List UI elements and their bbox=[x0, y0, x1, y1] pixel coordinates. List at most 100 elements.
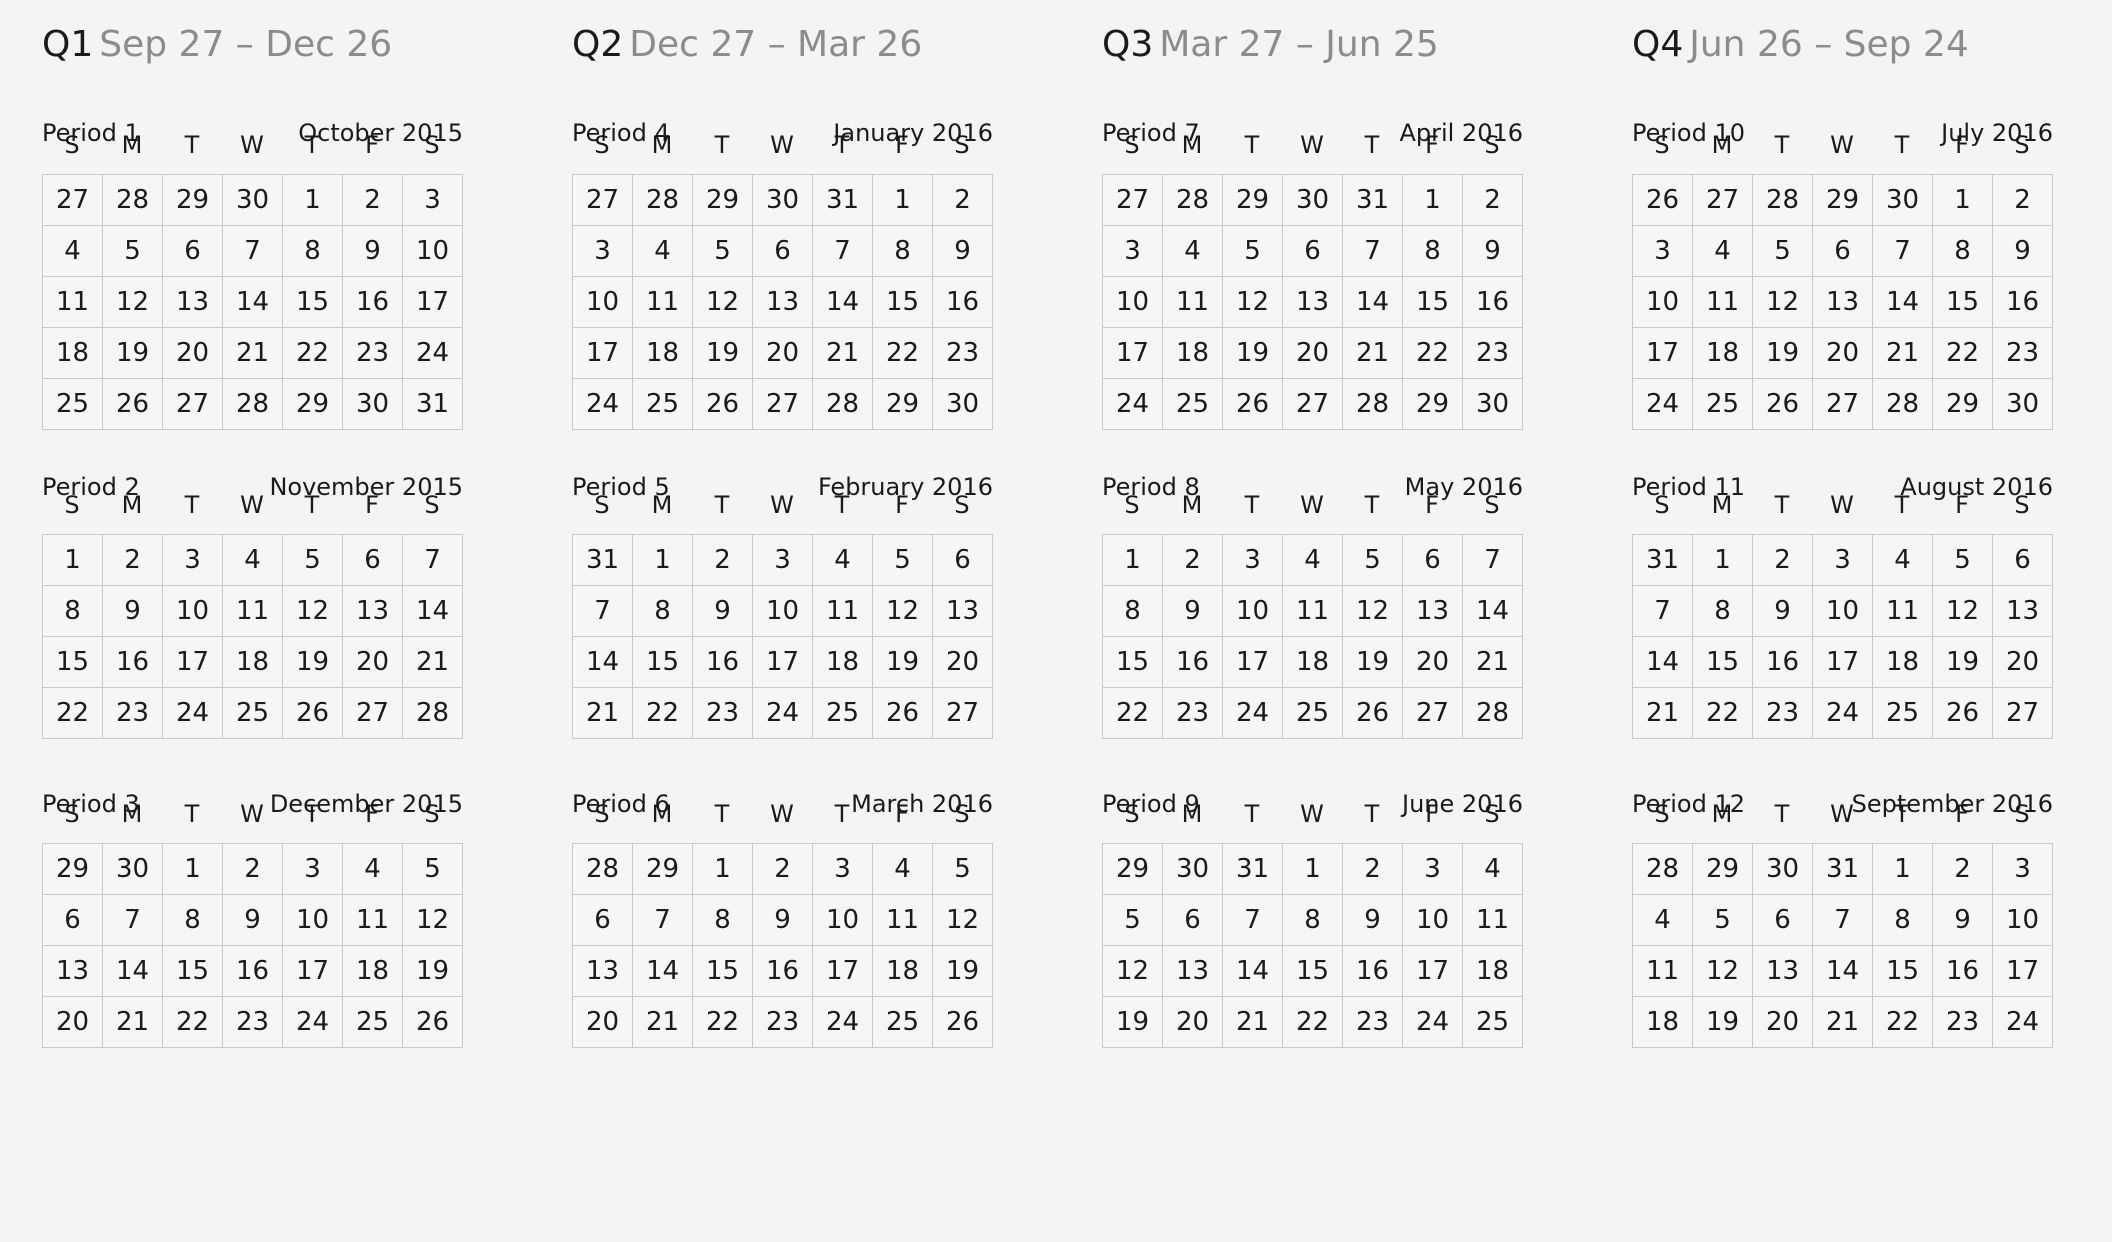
day-cell[interactable]: 1 bbox=[163, 844, 223, 895]
day-cell[interactable]: 4 bbox=[633, 226, 693, 277]
day-cell[interactable]: 15 bbox=[633, 637, 693, 688]
day-cell[interactable]: 18 bbox=[1463, 946, 1523, 997]
day-cell[interactable]: 19 bbox=[693, 328, 753, 379]
day-cell[interactable]: 3 bbox=[283, 844, 343, 895]
day-cell[interactable]: 17 bbox=[813, 946, 873, 997]
day-cell[interactable]: 5 bbox=[873, 535, 933, 586]
day-cell[interactable]: 23 bbox=[933, 328, 993, 379]
day-cell[interactable]: 10 bbox=[1223, 586, 1283, 637]
day-cell[interactable]: 13 bbox=[1283, 277, 1343, 328]
day-cell[interactable]: 20 bbox=[1993, 637, 2053, 688]
day-cell[interactable]: 11 bbox=[343, 895, 403, 946]
day-cell[interactable]: 26 bbox=[403, 997, 463, 1048]
day-cell[interactable]: 16 bbox=[1933, 946, 1993, 997]
day-cell[interactable]: 26 bbox=[1633, 175, 1693, 226]
day-cell[interactable]: 21 bbox=[103, 997, 163, 1048]
day-cell[interactable]: 16 bbox=[1993, 277, 2053, 328]
day-cell[interactable]: 8 bbox=[693, 895, 753, 946]
day-cell[interactable]: 14 bbox=[1633, 637, 1693, 688]
day-cell[interactable]: 28 bbox=[1873, 379, 1933, 430]
day-cell[interactable]: 28 bbox=[403, 688, 463, 739]
day-cell[interactable]: 4 bbox=[1163, 226, 1223, 277]
day-cell[interactable]: 3 bbox=[1223, 535, 1283, 586]
day-cell[interactable]: 31 bbox=[1633, 535, 1693, 586]
day-cell[interactable]: 26 bbox=[103, 379, 163, 430]
day-cell[interactable]: 5 bbox=[1753, 226, 1813, 277]
day-cell[interactable]: 30 bbox=[1163, 844, 1223, 895]
day-cell[interactable]: 8 bbox=[163, 895, 223, 946]
day-cell[interactable]: 1 bbox=[283, 175, 343, 226]
day-cell[interactable]: 10 bbox=[1993, 895, 2053, 946]
day-cell[interactable]: 7 bbox=[1463, 535, 1523, 586]
day-cell[interactable]: 7 bbox=[573, 586, 633, 637]
day-cell[interactable]: 2 bbox=[103, 535, 163, 586]
day-cell[interactable]: 19 bbox=[283, 637, 343, 688]
day-cell[interactable]: 4 bbox=[813, 535, 873, 586]
day-cell[interactable]: 24 bbox=[753, 688, 813, 739]
day-cell[interactable]: 27 bbox=[43, 175, 103, 226]
day-cell[interactable]: 27 bbox=[573, 175, 633, 226]
day-cell[interactable]: 14 bbox=[223, 277, 283, 328]
day-cell[interactable]: 27 bbox=[163, 379, 223, 430]
day-cell[interactable]: 29 bbox=[1813, 175, 1873, 226]
day-cell[interactable]: 29 bbox=[1103, 844, 1163, 895]
day-cell[interactable]: 2 bbox=[1753, 535, 1813, 586]
day-cell[interactable]: 13 bbox=[573, 946, 633, 997]
day-cell[interactable]: 10 bbox=[1633, 277, 1693, 328]
day-cell[interactable]: 24 bbox=[403, 328, 463, 379]
day-cell[interactable]: 9 bbox=[933, 226, 993, 277]
day-cell[interactable]: 30 bbox=[1463, 379, 1523, 430]
day-cell[interactable]: 16 bbox=[103, 637, 163, 688]
day-cell[interactable]: 8 bbox=[873, 226, 933, 277]
day-cell[interactable]: 11 bbox=[873, 895, 933, 946]
day-cell[interactable]: 22 bbox=[873, 328, 933, 379]
day-cell[interactable]: 10 bbox=[1403, 895, 1463, 946]
day-cell[interactable]: 11 bbox=[1693, 277, 1753, 328]
day-cell[interactable]: 18 bbox=[1163, 328, 1223, 379]
day-cell[interactable]: 21 bbox=[813, 328, 873, 379]
day-cell[interactable]: 23 bbox=[223, 997, 283, 1048]
day-cell[interactable]: 23 bbox=[103, 688, 163, 739]
day-cell[interactable]: 23 bbox=[1343, 997, 1403, 1048]
day-cell[interactable]: 7 bbox=[813, 226, 873, 277]
day-cell[interactable]: 27 bbox=[753, 379, 813, 430]
day-cell[interactable]: 26 bbox=[1223, 379, 1283, 430]
day-cell[interactable]: 3 bbox=[1103, 226, 1163, 277]
day-cell[interactable]: 6 bbox=[1993, 535, 2053, 586]
day-cell[interactable]: 18 bbox=[1283, 637, 1343, 688]
day-cell[interactable]: 25 bbox=[43, 379, 103, 430]
day-cell[interactable]: 29 bbox=[1933, 379, 1993, 430]
day-cell[interactable]: 20 bbox=[163, 328, 223, 379]
day-cell[interactable]: 30 bbox=[1873, 175, 1933, 226]
day-cell[interactable]: 1 bbox=[1873, 844, 1933, 895]
day-cell[interactable]: 6 bbox=[163, 226, 223, 277]
day-cell[interactable]: 28 bbox=[633, 175, 693, 226]
day-cell[interactable]: 11 bbox=[1463, 895, 1523, 946]
day-cell[interactable]: 11 bbox=[1163, 277, 1223, 328]
day-cell[interactable]: 16 bbox=[693, 637, 753, 688]
day-cell[interactable]: 9 bbox=[103, 586, 163, 637]
day-cell[interactable]: 12 bbox=[693, 277, 753, 328]
day-cell[interactable]: 12 bbox=[1103, 946, 1163, 997]
day-cell[interactable]: 6 bbox=[1283, 226, 1343, 277]
day-cell[interactable]: 20 bbox=[1403, 637, 1463, 688]
day-cell[interactable]: 3 bbox=[753, 535, 813, 586]
day-cell[interactable]: 6 bbox=[1813, 226, 1873, 277]
day-cell[interactable]: 14 bbox=[573, 637, 633, 688]
day-cell[interactable]: 17 bbox=[1103, 328, 1163, 379]
day-cell[interactable]: 8 bbox=[1693, 586, 1753, 637]
day-cell[interactable]: 2 bbox=[1933, 844, 1993, 895]
day-cell[interactable]: 5 bbox=[103, 226, 163, 277]
day-cell[interactable]: 22 bbox=[1933, 328, 1993, 379]
day-cell[interactable]: 25 bbox=[1283, 688, 1343, 739]
day-cell[interactable]: 27 bbox=[1403, 688, 1463, 739]
day-cell[interactable]: 6 bbox=[933, 535, 993, 586]
day-cell[interactable]: 3 bbox=[813, 844, 873, 895]
day-cell[interactable]: 26 bbox=[933, 997, 993, 1048]
day-cell[interactable]: 24 bbox=[163, 688, 223, 739]
day-cell[interactable]: 14 bbox=[403, 586, 463, 637]
day-cell[interactable]: 24 bbox=[1223, 688, 1283, 739]
day-cell[interactable]: 11 bbox=[1873, 586, 1933, 637]
day-cell[interactable]: 10 bbox=[753, 586, 813, 637]
day-cell[interactable]: 4 bbox=[1693, 226, 1753, 277]
